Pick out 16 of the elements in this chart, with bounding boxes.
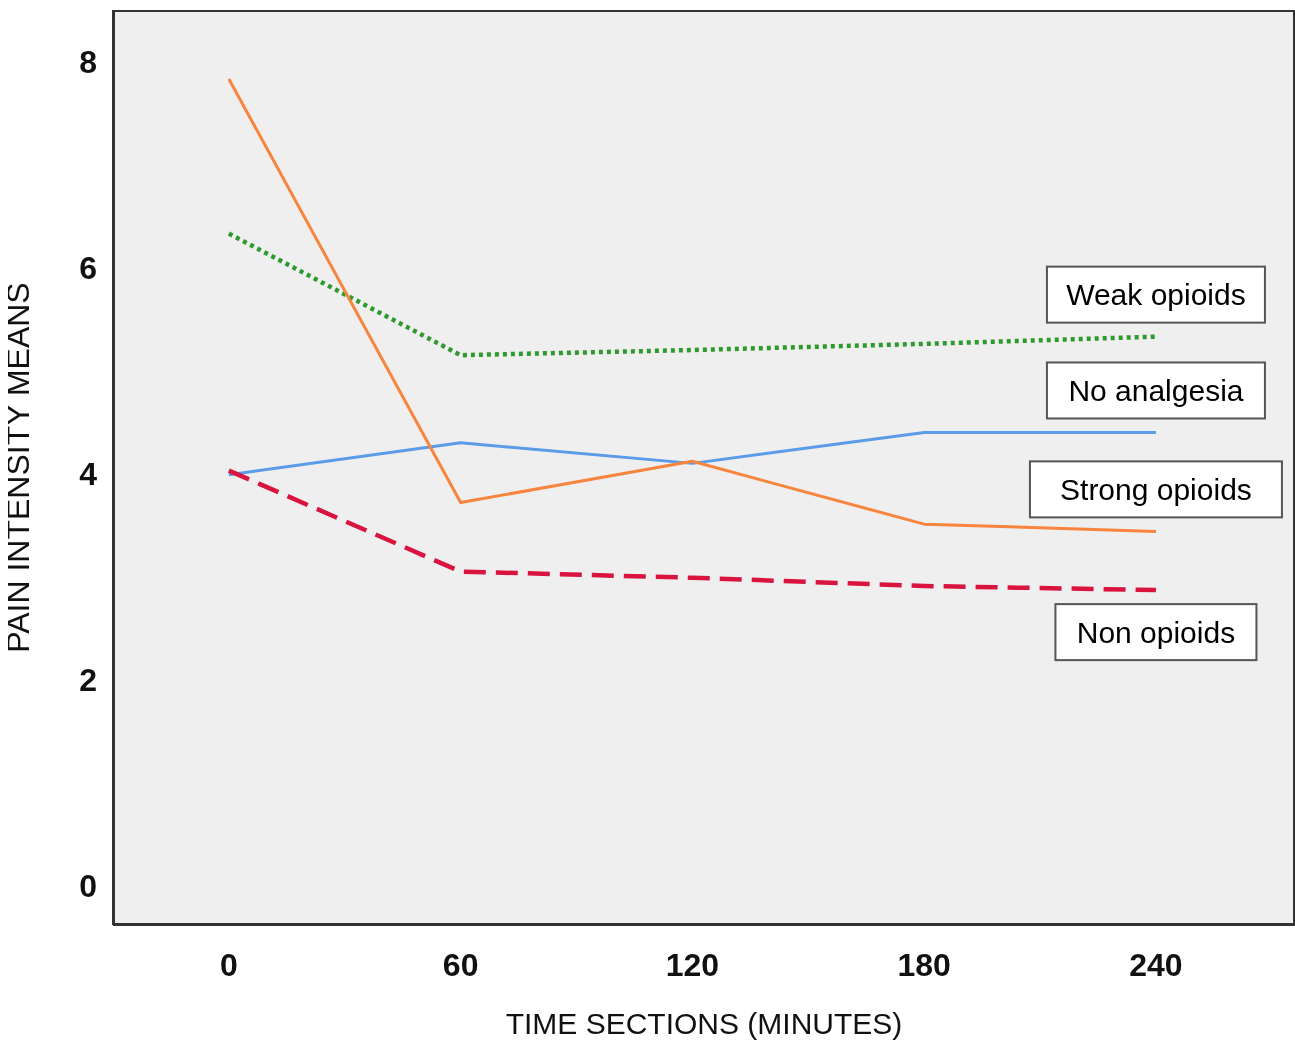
- series-label: Weak opioids: [1066, 278, 1246, 312]
- y-tick-label: 6: [79, 249, 97, 286]
- x-tick-label: 0: [219, 946, 238, 983]
- x-tick-label: 240: [1129, 946, 1183, 983]
- series-label: Non opioids: [1076, 615, 1236, 649]
- line-series: [227, 430, 1158, 477]
- y-tick-label: 4: [79, 456, 98, 493]
- x-tick-label: 60: [442, 946, 479, 983]
- x-tick-label: 180: [897, 946, 951, 983]
- x-tick-label: 120: [665, 946, 720, 983]
- y-tick-label: 2: [79, 662, 97, 699]
- series-label: No analgesia: [1068, 373, 1244, 407]
- y-tick-label: 0: [79, 868, 97, 905]
- y-tick-label: 8: [79, 43, 97, 80]
- series-label: Strong opioids: [1060, 472, 1252, 506]
- x-axis-title: TIME SECTIONS (MINUTES): [505, 1007, 903, 1040]
